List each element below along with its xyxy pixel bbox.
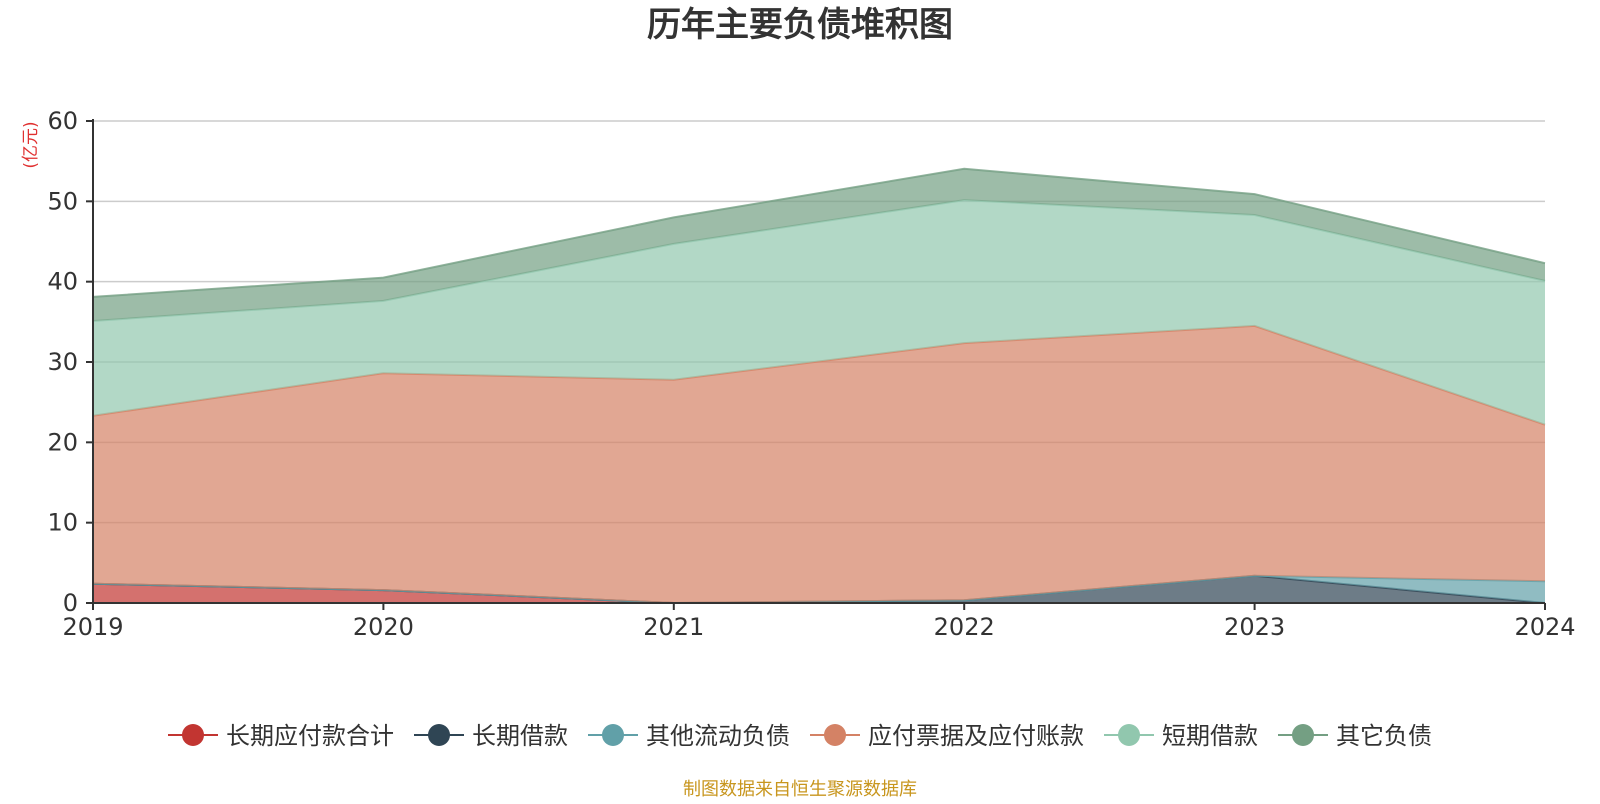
axes: 0 10 20 30 40 50 60 2019 2020 2021 2022 2023 2024: [47, 107, 1575, 641]
x-tick-label: 2023: [1224, 613, 1285, 641]
legend-circle-icon: [428, 724, 450, 746]
legend-item-6[interactable]: 其它负债: [1278, 722, 1432, 750]
legend-circle-icon: [824, 724, 846, 746]
legend-label: 长期借款: [472, 722, 568, 750]
legend-circle-icon: [1292, 724, 1314, 746]
y-tick-label: 10: [47, 509, 78, 537]
legend-label: 短期借款: [1162, 722, 1258, 750]
x-tick-label: 2019: [62, 613, 123, 641]
x-tick-label: 2022: [934, 613, 995, 641]
legend-item-3[interactable]: 其他流动负债: [588, 722, 790, 750]
y-tick-label: 0: [63, 589, 78, 617]
legend: 长期应付款合计 长期借款 其他流动负债 应付票据及应付账款 短期借款 其它负债: [168, 722, 1432, 750]
y-tick-label: 40: [47, 268, 78, 296]
y-tick-label: 50: [47, 187, 78, 215]
y-tick-label: 60: [47, 107, 78, 135]
y-tick-label: 30: [47, 348, 78, 376]
legend-circle-icon: [602, 724, 624, 746]
legend-item-4[interactable]: 应付票据及应付账款: [810, 722, 1084, 750]
area-series-6-line: [92, 167, 1546, 298]
legend-item-1[interactable]: 长期应付款合计: [168, 722, 394, 750]
legend-label: 其他流动负债: [646, 722, 790, 750]
legend-item-5[interactable]: 短期借款: [1104, 722, 1258, 750]
area-series-1[interactable]: [93, 583, 1545, 603]
x-tick-label: 2024: [1514, 613, 1575, 641]
legend-label: 其它负债: [1336, 722, 1432, 750]
y-tick-label: 20: [47, 428, 78, 456]
area-series: [92, 167, 1546, 605]
x-tick-label: 2020: [353, 613, 414, 641]
y-unit-label: (亿元): [21, 121, 41, 168]
area-series-5[interactable]: [93, 200, 1545, 425]
legend-label: 长期应付款合计: [226, 722, 394, 750]
legend-item-2[interactable]: 长期借款: [414, 722, 568, 750]
area-series-4[interactable]: [93, 325, 1545, 603]
area-series-6[interactable]: [93, 168, 1545, 321]
legend-label: 应付票据及应付账款: [868, 722, 1084, 750]
legend-circle-icon: [1118, 724, 1140, 746]
chart-title: 历年主要负债堆积图: [647, 5, 953, 45]
data-source-note: 制图数据来自恒生聚源数据库: [683, 779, 917, 800]
legend-circle-icon: [182, 724, 204, 746]
x-tick-label: 2021: [643, 613, 704, 641]
